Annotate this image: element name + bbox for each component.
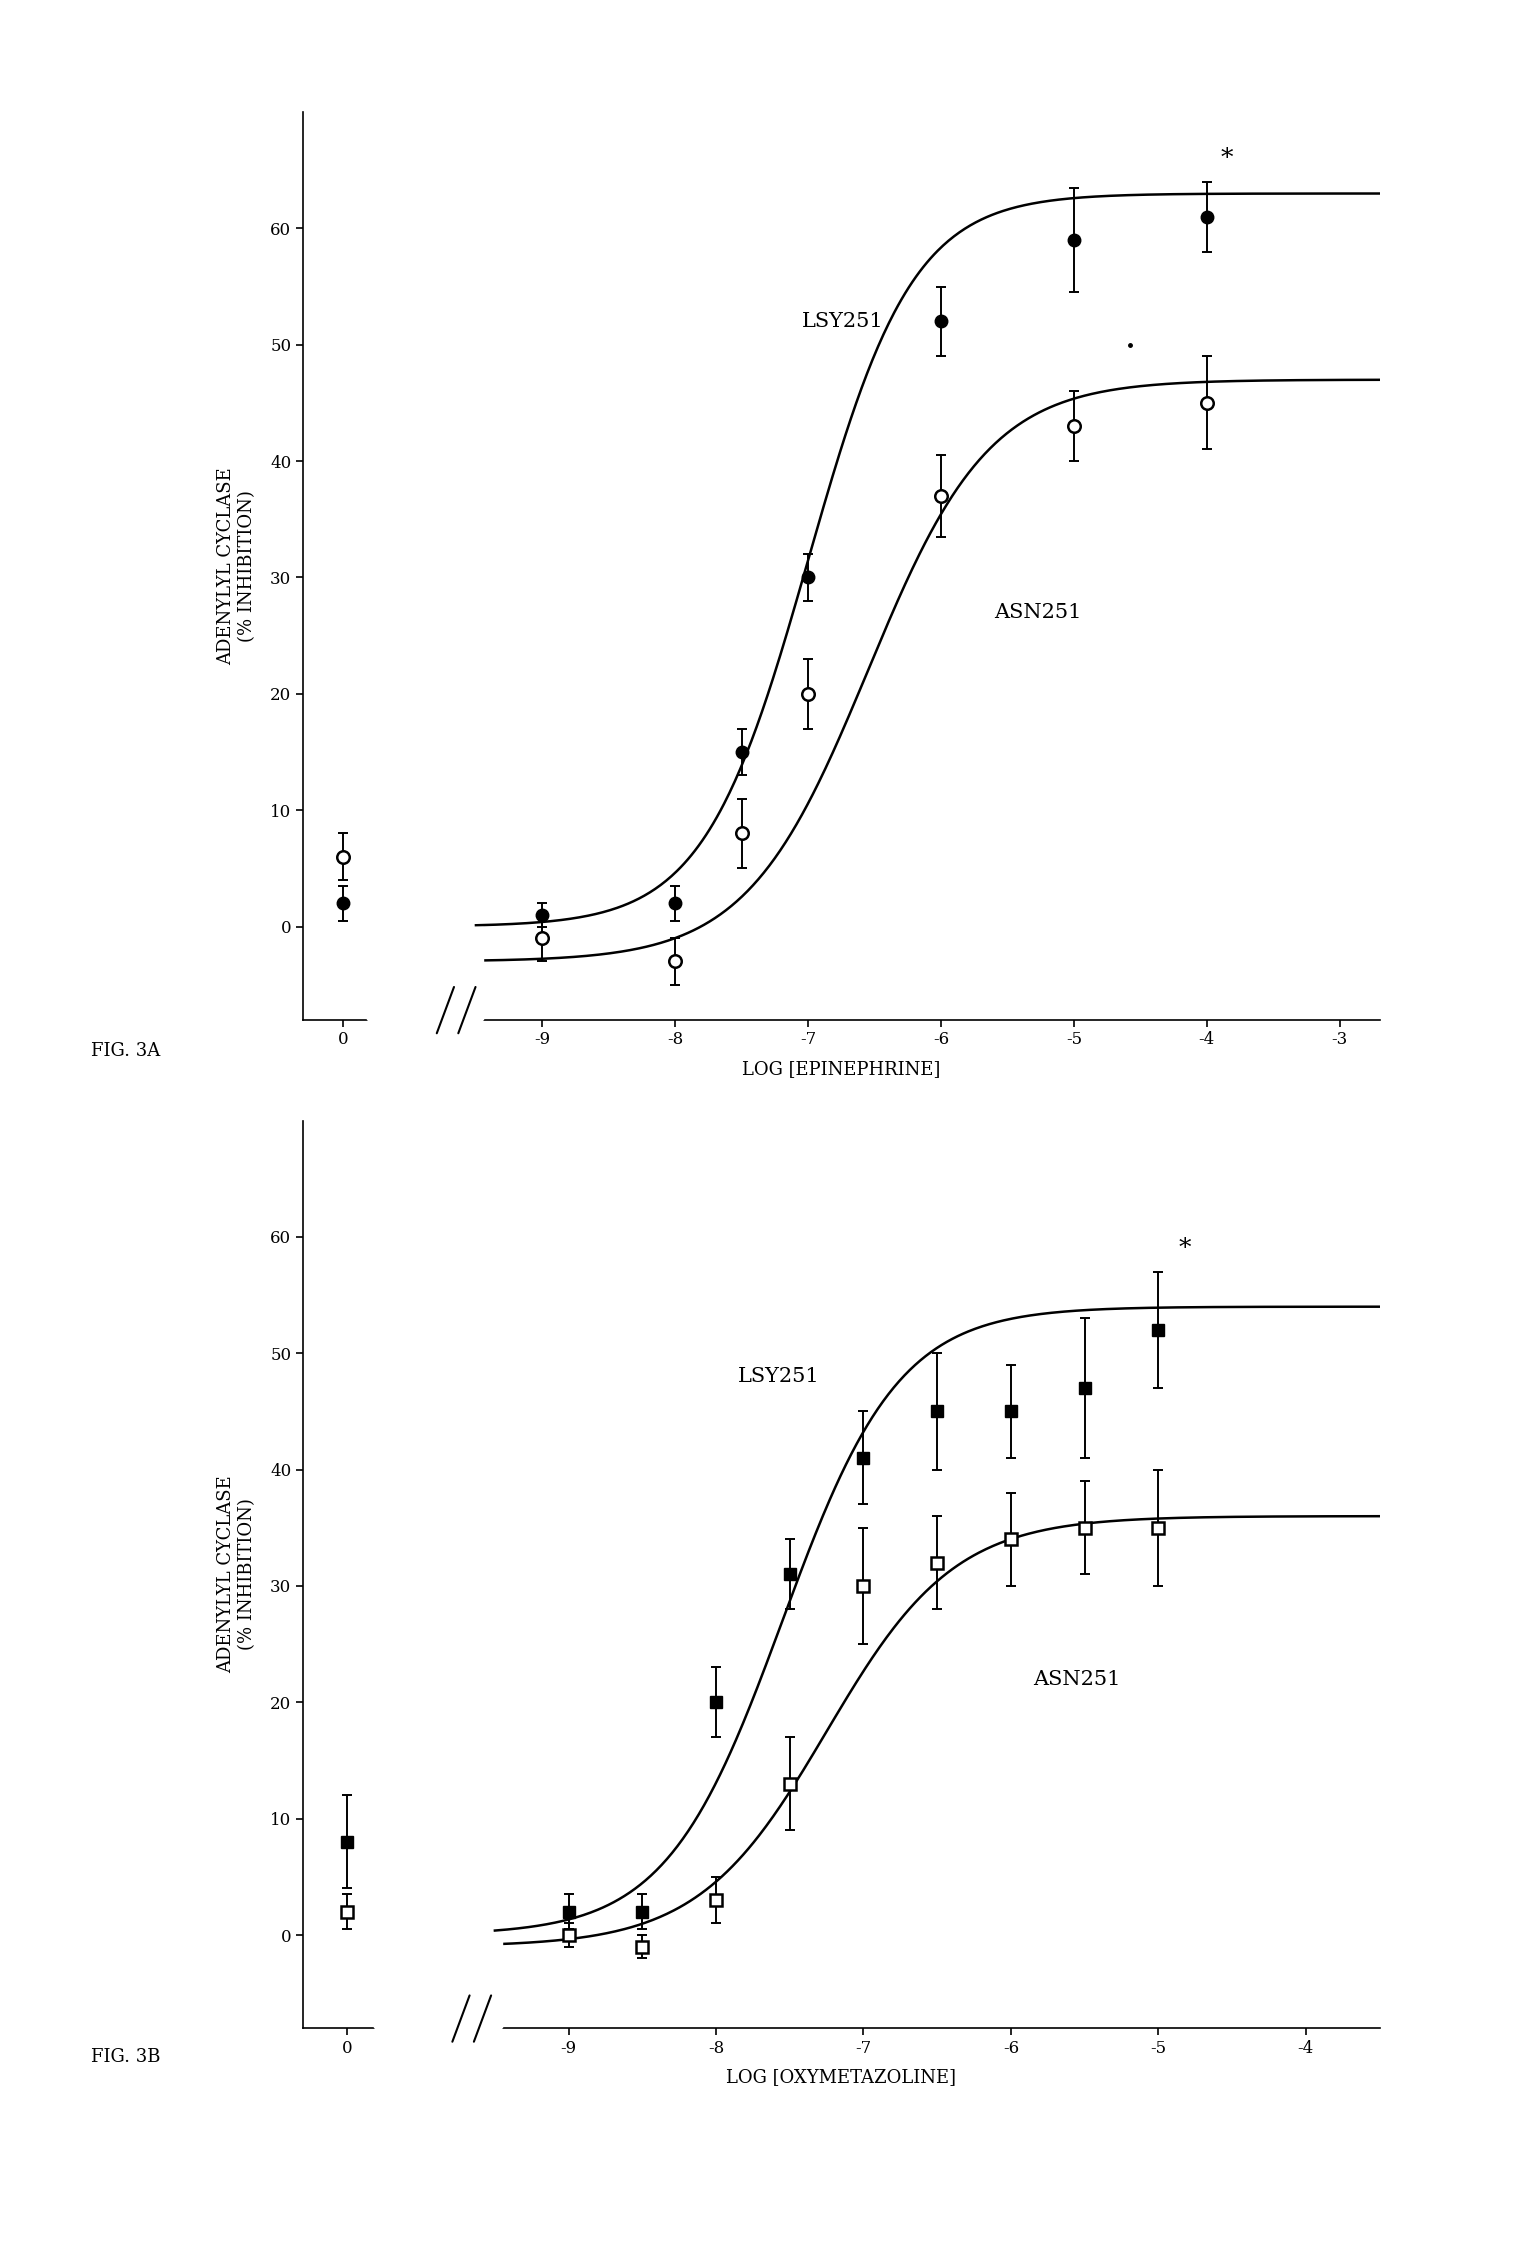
Text: ASN251: ASN251: [1032, 1670, 1120, 1687]
Bar: [367, 926, 482, 1020]
Y-axis label: ADENYLYL CYCLASE
(% INHIBITION): ADENYLYL CYCLASE (% INHIBITION): [217, 466, 256, 666]
Text: *: *: [1220, 148, 1233, 170]
Text: FIG. 3B: FIG. 3B: [91, 2048, 161, 2066]
Y-axis label: ADENYLYL CYCLASE
(% INHIBITION): ADENYLYL CYCLASE (% INHIBITION): [217, 1475, 256, 1674]
Text: *: *: [1178, 1237, 1192, 1259]
Text: LSY251: LSY251: [802, 311, 884, 332]
Bar: [374, 1934, 502, 2028]
Text: FIG. 3A: FIG. 3A: [91, 1042, 161, 1060]
Text: LSY251: LSY251: [738, 1367, 820, 1385]
Text: ASN251: ASN251: [994, 603, 1082, 623]
X-axis label: LOG [OXYMETAZOLINE]: LOG [OXYMETAZOLINE]: [726, 2068, 957, 2086]
X-axis label: LOG [EPINEPHRINE]: LOG [EPINEPHRINE]: [743, 1060, 940, 1078]
